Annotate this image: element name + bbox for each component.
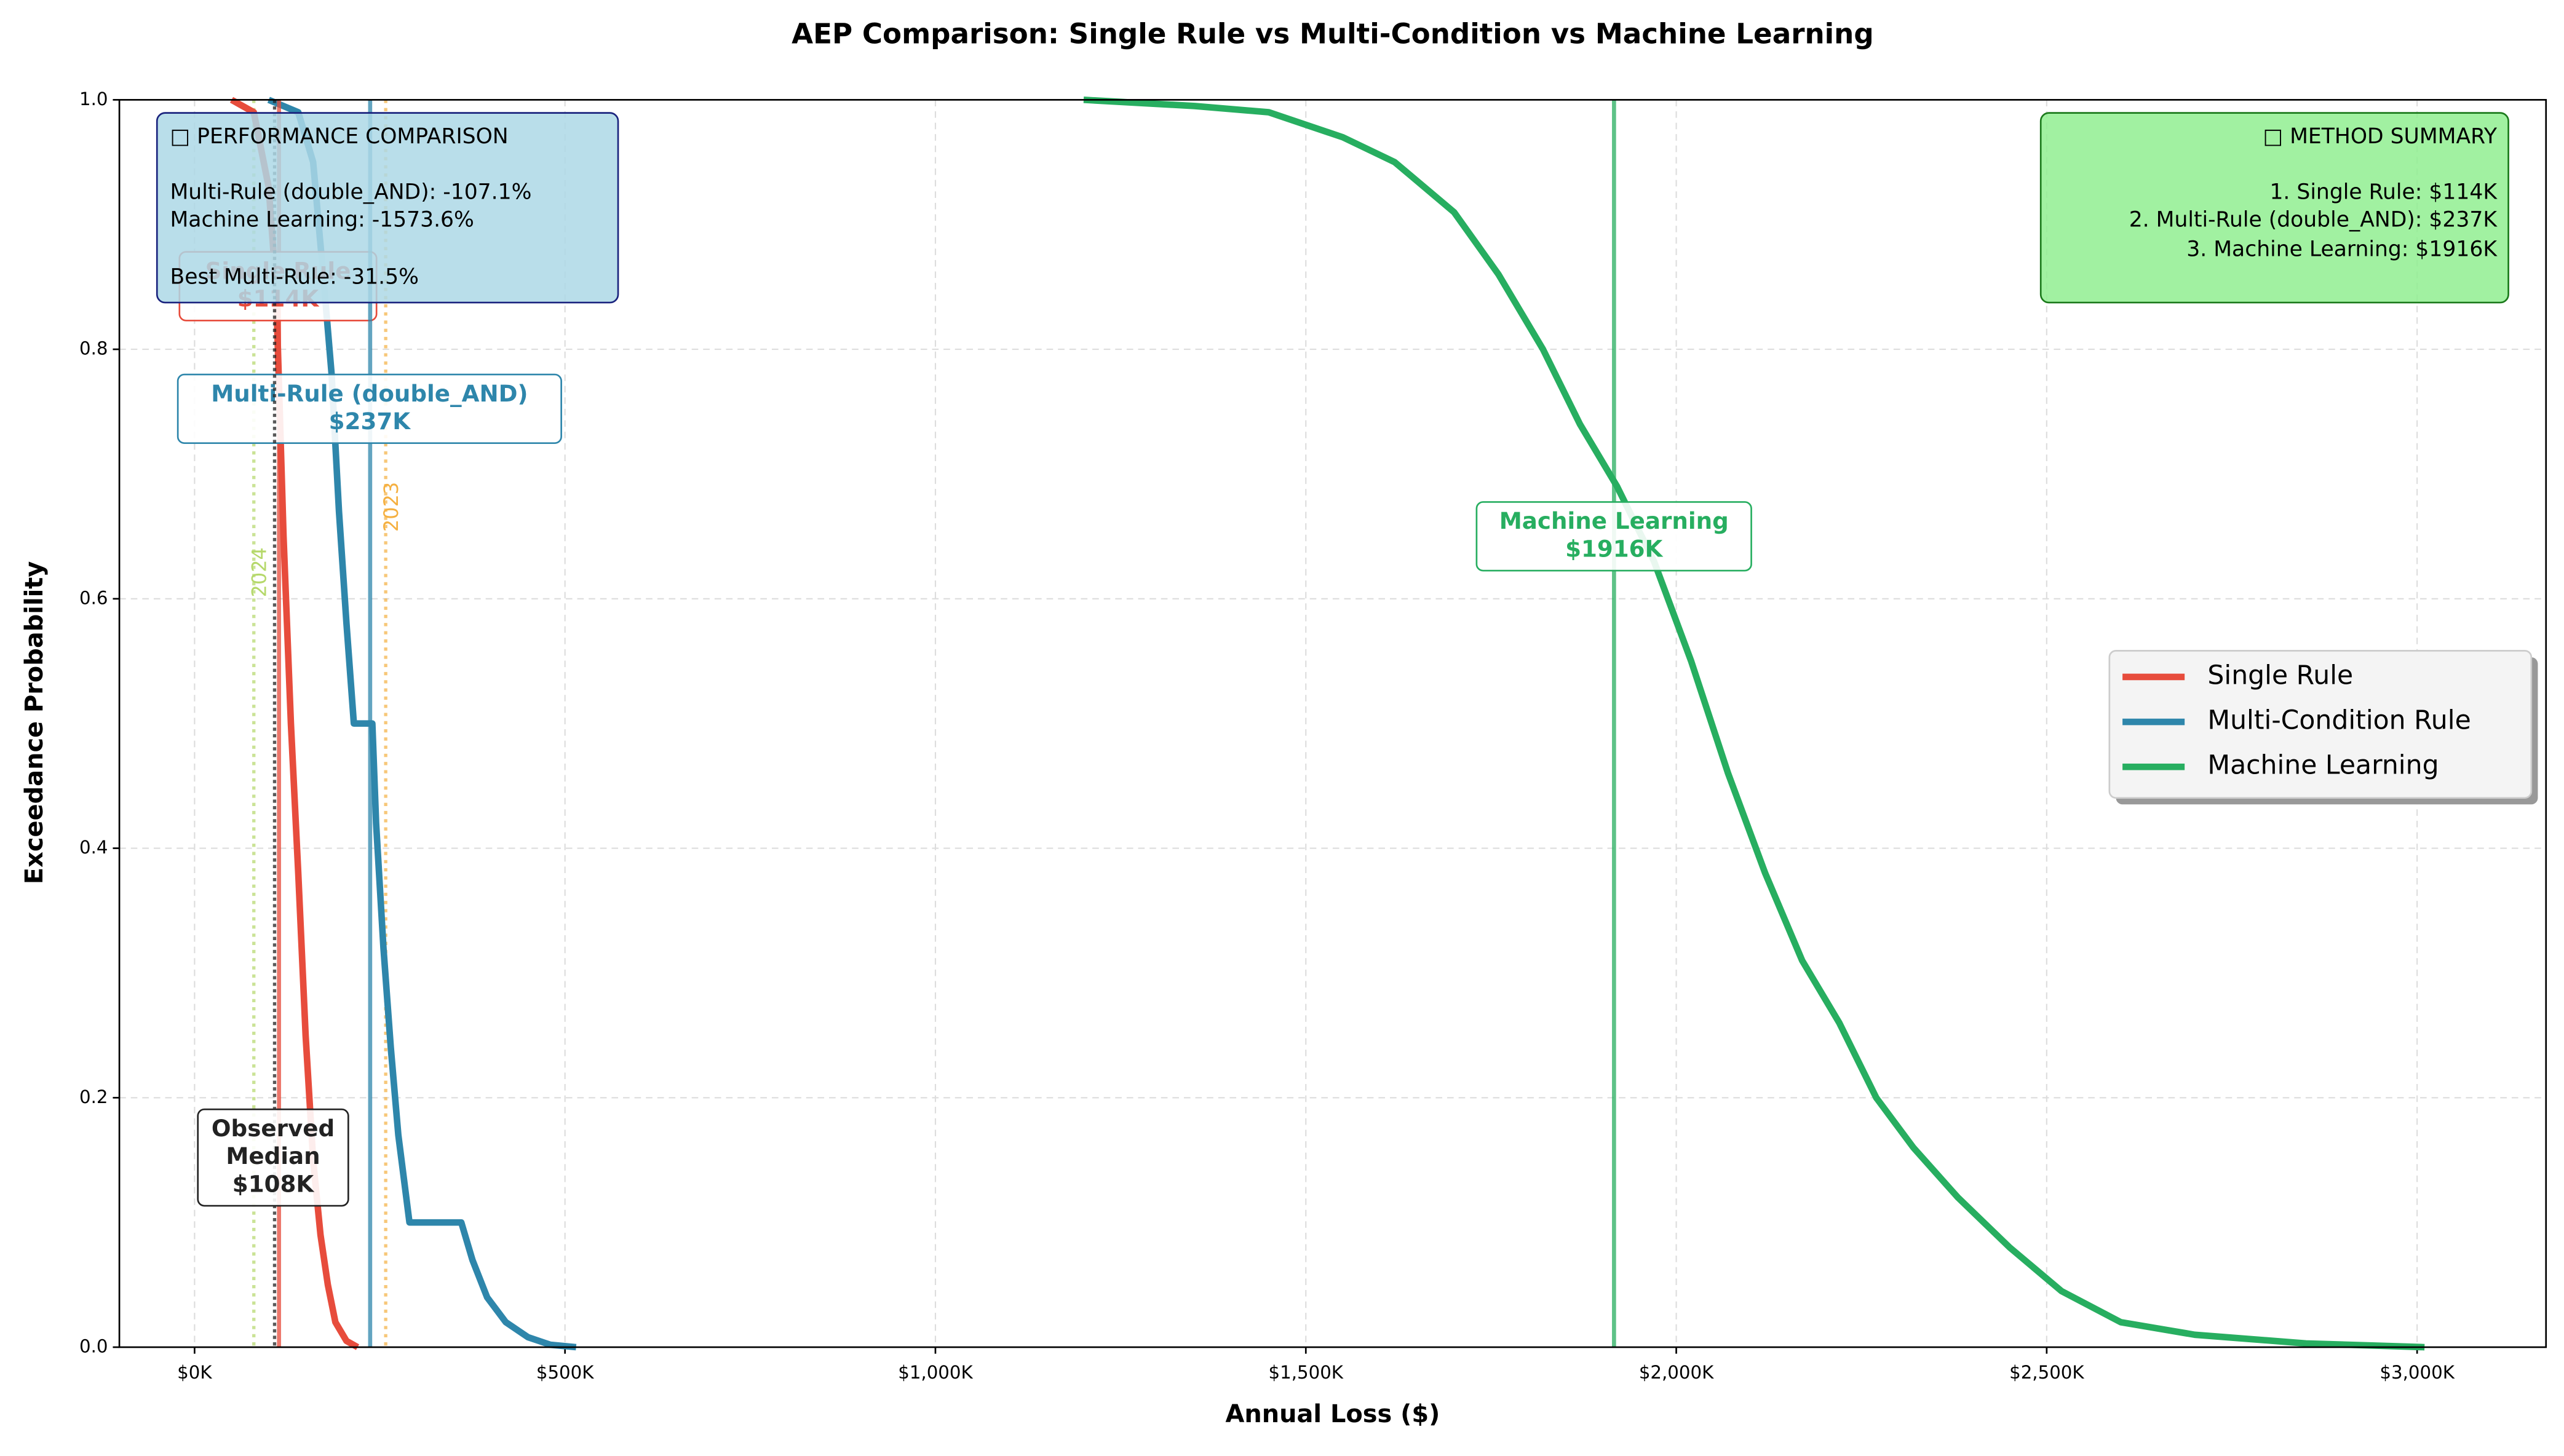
x-tick-label: $1,500K bbox=[1269, 1362, 1344, 1383]
performance-box bbox=[156, 112, 619, 304]
legend-label: Machine Learning bbox=[2207, 751, 2439, 781]
marker-box bbox=[177, 373, 562, 445]
summary-box bbox=[2039, 112, 2509, 304]
performance-text: Best Multi-Rule: -31.5% bbox=[170, 265, 419, 290]
marker-label: Machine Learning bbox=[1499, 507, 1729, 534]
summary-text: 1. Single Rule: $114K bbox=[2269, 180, 2498, 204]
legend-box bbox=[2108, 650, 2533, 799]
y-tick-label: 0.2 bbox=[79, 1086, 108, 1107]
plot-frame bbox=[118, 99, 2547, 1348]
marker-label: $237K bbox=[329, 408, 411, 435]
legend-label: Multi-Condition Rule bbox=[2207, 706, 2471, 736]
performance-text: Multi-Rule (double_AND): -107.1% bbox=[170, 180, 532, 204]
y-tick-label: 0.0 bbox=[79, 1336, 108, 1357]
y-tick-label: 1.0 bbox=[79, 89, 108, 109]
chart-title: AEP Comparison: Single Rule vs Multi-Con… bbox=[792, 18, 1874, 50]
y-tick-label: 0.4 bbox=[79, 837, 108, 858]
y-tick-label: 0.8 bbox=[79, 338, 108, 359]
y-tick-label: 0.6 bbox=[79, 587, 108, 608]
x-axis-label: Annual Loss ($) bbox=[1226, 1400, 1440, 1428]
summary-text: 3. Machine Learning: $1916K bbox=[2186, 237, 2498, 261]
summary-text: □ METHOD SUMMARY bbox=[2263, 124, 2498, 149]
x-tick-label: $3,000K bbox=[2379, 1362, 2455, 1383]
marker-label: $108K bbox=[232, 1170, 315, 1197]
x-tick-label: $500K bbox=[536, 1362, 594, 1383]
y-axis-label: Exceedance Probability bbox=[20, 561, 49, 884]
marker-label: Observed bbox=[212, 1115, 335, 1142]
marker-box bbox=[197, 1108, 349, 1207]
summary-text: 2. Multi-Rule (double_AND): $237K bbox=[2129, 208, 2498, 232]
year-label: 2023 bbox=[379, 482, 403, 532]
x-tick-label: $2,500K bbox=[2009, 1362, 2084, 1383]
marker-label: $1916K bbox=[1565, 535, 1663, 562]
performance-text: Machine Learning: -1573.6% bbox=[170, 208, 474, 232]
x-tick-label: $0K bbox=[177, 1362, 212, 1383]
x-tick-label: $2,000K bbox=[1639, 1362, 1714, 1383]
legend-label: Single Rule bbox=[2207, 660, 2353, 690]
x-tick-label: $1,000K bbox=[898, 1362, 973, 1383]
year-label: 2024 bbox=[247, 547, 271, 597]
marker-label: Median bbox=[226, 1142, 320, 1169]
marker-label: Multi-Rule (double_AND) bbox=[211, 380, 528, 407]
performance-text: □ PERFORMANCE COMPARISON bbox=[170, 124, 509, 149]
series-line bbox=[1083, 97, 2425, 1351]
marker-box bbox=[1475, 501, 1752, 572]
